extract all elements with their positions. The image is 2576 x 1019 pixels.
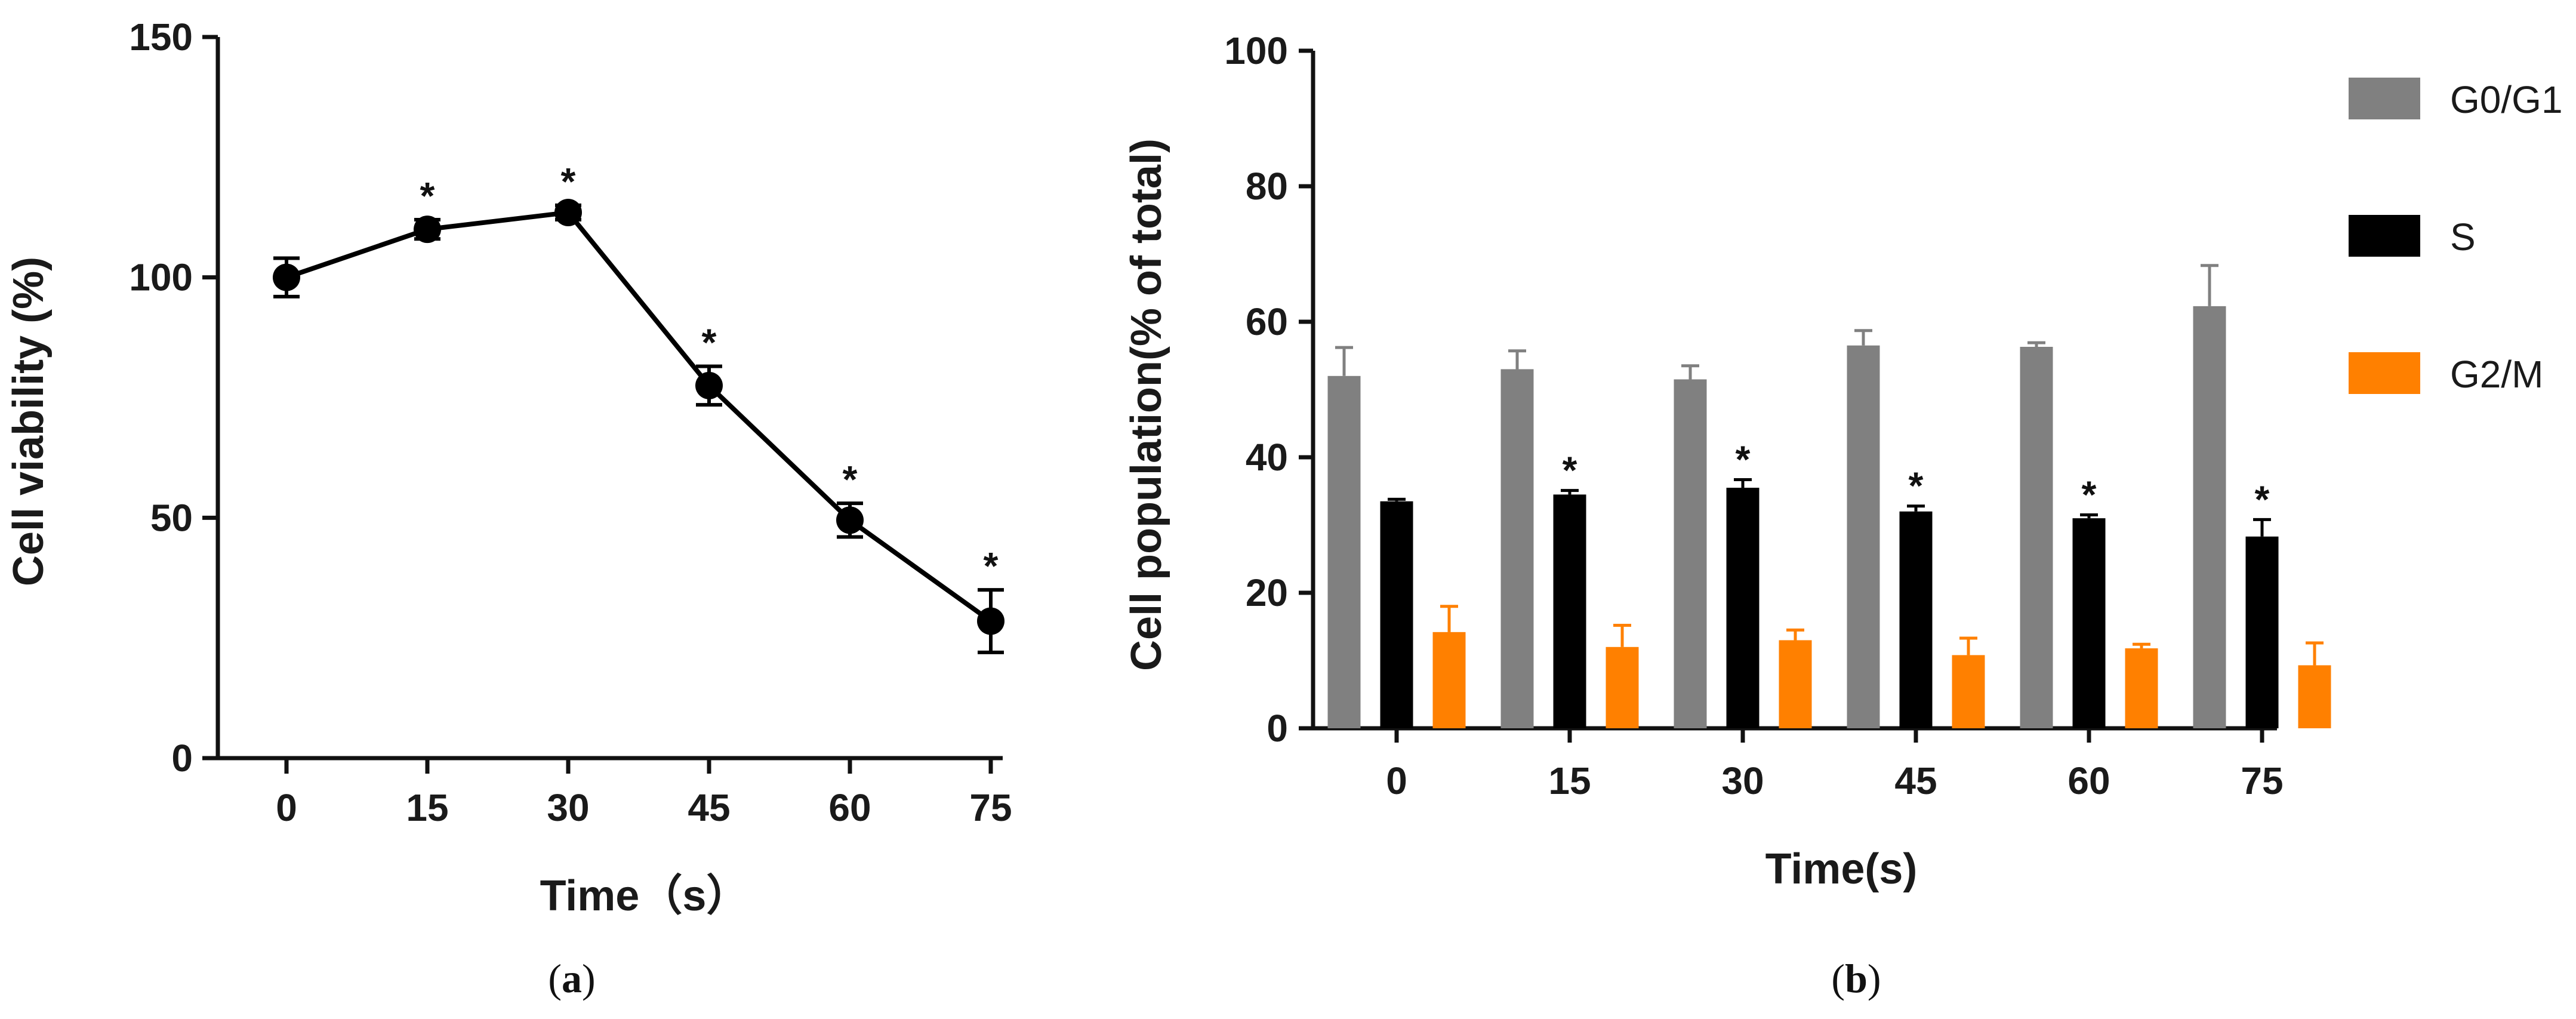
panel-b-significance-star: * [2082,473,2097,516]
panel-a-data-point [273,263,300,291]
panel-b-bar-s [1380,501,1413,728]
panel-b-x-tick-label: 0 [1386,759,1407,802]
panel-b-bar-chart: Cell population(% of total) Time(s) (b) … [1123,29,2563,1001]
panel-a-data-point [695,371,723,399]
panel-b-legend-swatch [2349,78,2420,119]
panel-b-bar-s [1899,511,1933,728]
panel-b-legend: G0/G1 S G2/M [2349,78,2563,396]
panel-b-x-tick-label: 60 [2067,759,2110,802]
panel-b-significance-star: * [1909,464,1924,507]
panel-b-bar-g0-g1 [2020,346,2053,728]
panel-b-significance-star: * [1563,449,1577,492]
panel-a-y-tick-label: 50 [150,496,193,539]
panel-b-bar-g0-g1 [2193,306,2226,728]
panel-a-significance-star: * [702,321,717,364]
panel-b-bar-g0-g1 [1327,375,1361,728]
panel-b-bar-s [2245,536,2279,728]
panel-b-x-axis-title: Time(s) [1765,845,1918,893]
panel-a-line-chart: Cell viability (%) Time（s） (a) 050100150… [5,16,1012,1001]
panel-b-legend-swatch [2349,352,2420,394]
panel-a-significance-star: * [843,458,858,501]
panel-a-caption: (a) [548,956,595,1001]
panel-b-caption-letter: b [1845,956,1868,1001]
panel-b-bar-s [1726,488,1760,728]
panel-b-bar-g2-m [1952,655,1985,728]
panel-a-series-line [285,210,993,623]
panel-b-bar-s [2072,518,2106,728]
panel-b-y-tick-label: 100 [1224,29,1288,72]
panel-b-x-tick-label: 75 [2241,759,2283,802]
panel-a-x-tick-label: 0 [276,786,297,829]
panel-a-y-tick-label: 150 [129,16,193,59]
panel-b-bar-s [1553,494,1586,728]
panel-a-data-point [414,216,441,244]
panel-b-legend-label: S [2450,216,2476,258]
panel-b-y-axis-title: Cell population(% of total) [1123,138,1170,671]
panel-a-data-point [836,506,864,534]
panel-a-y-tick-label: 100 [129,256,193,299]
panel-b-bar-g2-m [1779,640,1812,728]
panel-b-y-tick-label: 40 [1246,436,1288,479]
panel-b-legend-label: G0/G1 [2450,78,2563,121]
panel-b-y-tick-label: 80 [1246,165,1288,208]
panel-b-x-tick-label: 45 [1894,759,1937,802]
panel-a-data-point [977,607,1004,635]
panel-b-legend-swatch [2349,215,2420,257]
panel-a-x-tick-label: 60 [828,786,871,829]
panel-b-bar-g2-m [1606,647,1639,728]
panel-b-y-tick-label: 20 [1246,571,1288,614]
panel-a-x-axis-title: Time（s） [540,872,750,920]
panel-b-x-tick-label: 15 [1548,759,1591,802]
panel-b-bar-g0-g1 [1674,379,1707,728]
panel-a-x-tick-label: 75 [969,786,1012,829]
panel-b-bar-g2-m [2125,648,2158,728]
panel-a-y-axis-title: Cell viability (%) [5,257,53,586]
panel-a-x-tick-label: 15 [406,786,448,829]
panel-b-bar-g0-g1 [1500,369,1534,728]
panel-b-y-tick-label: 60 [1246,300,1288,343]
panel-b-bar-g2-m [1432,632,1466,728]
panel-b-y-tick-label: 0 [1267,707,1288,750]
panel-a-caption-letter: a [562,956,582,1001]
panel-b-legend-label: G2/M [2450,353,2543,396]
panel-b-significance-star: * [1736,438,1751,481]
panel-a-significance-star: * [420,174,435,217]
panel-a-significance-star: * [984,544,999,587]
panel-b-caption: (b) [1831,956,1881,1001]
panel-a-x-tick-label: 30 [547,786,589,829]
panel-b-significance-star: * [2255,478,2270,521]
panel-a-y-tick-label: 0 [171,737,193,780]
panel-a-data-point [554,198,582,226]
panel-b-bar-g2-m [2298,665,2331,728]
panel-a-significance-star: * [561,160,576,203]
panel-a-x-tick-label: 45 [688,786,730,829]
panel-b-x-tick-label: 30 [1721,759,1764,802]
panel-b-bar-g0-g1 [1847,345,1880,728]
